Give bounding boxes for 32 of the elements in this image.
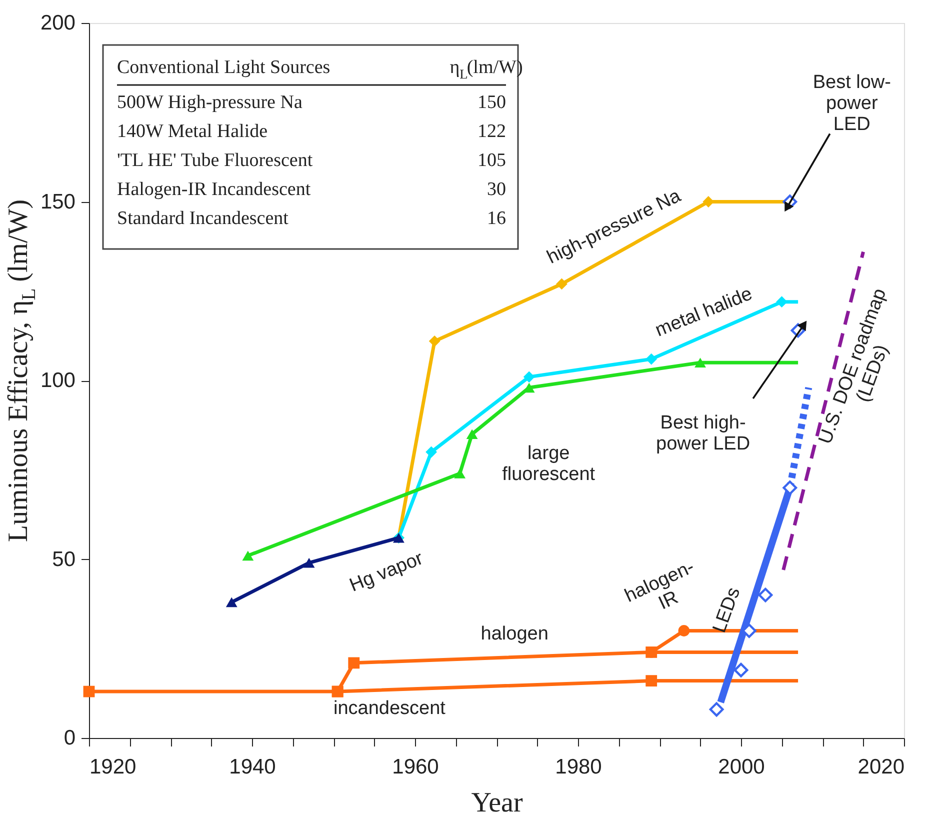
text: Hg vapor <box>346 548 427 596</box>
x-axis-title: Year <box>471 788 524 818</box>
annotation: 150 <box>478 92 506 113</box>
text: metal halide <box>652 283 756 342</box>
y-tick-label: 0 <box>64 726 76 750</box>
series-label: large fluorescent <box>502 442 596 485</box>
series-label: halogen <box>480 624 548 645</box>
x-tick-label: 1940 <box>229 756 276 778</box>
x-tick-label: 1960 <box>392 756 439 778</box>
annotation: Best high- power LED <box>656 412 750 454</box>
x-tick-label: 2020 <box>858 756 904 778</box>
annotation: 122 <box>478 121 506 142</box>
y-tick-label: 100 <box>40 369 76 392</box>
annotation: Conventional Light Sources <box>117 57 330 78</box>
annotation: 30 <box>487 179 506 200</box>
annotation: Halogen-IR Incandescent <box>117 179 312 200</box>
series-label: incandescent <box>333 698 446 720</box>
annotation: 16 <box>487 208 506 229</box>
x-tick-label: 1920 <box>90 756 136 778</box>
x-tick-label: 1980 <box>555 756 602 778</box>
y-tick-label: 200 <box>40 12 76 34</box>
annotation: Standard Incandescent <box>117 208 290 229</box>
annotation: 140W Metal Halide <box>117 121 268 142</box>
x-tick-label: 2000 <box>718 756 765 778</box>
text: LEDs <box>709 584 745 636</box>
annotation: 105 <box>478 150 506 171</box>
y-axis-title: Luminous Efficacy, ηL (lm/W) <box>3 199 40 542</box>
annotation: 500W High-pressure Na <box>117 92 303 113</box>
y-tick-label: 150 <box>40 190 76 214</box>
y-tick-label: 50 <box>52 548 76 571</box>
annotation: 'TL HE' Tube Fluorescent <box>117 150 314 171</box>
annotation: Best low- power LED <box>812 72 891 135</box>
